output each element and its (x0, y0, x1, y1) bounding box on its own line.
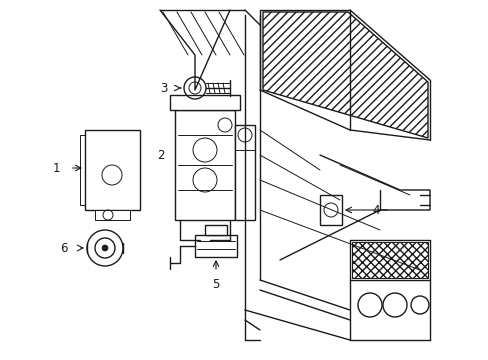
Bar (204, 225, 226, 235)
Bar (195, 235, 237, 257)
Text: 4: 4 (372, 203, 379, 216)
Text: 3: 3 (160, 81, 168, 95)
Bar (175, 110, 235, 220)
Bar (170, 95, 240, 110)
Text: 5: 5 (212, 278, 219, 291)
Text: 2: 2 (157, 149, 164, 162)
Text: 6: 6 (61, 242, 68, 255)
Polygon shape (263, 12, 427, 138)
Circle shape (87, 230, 123, 266)
Polygon shape (351, 242, 427, 278)
Bar (319, 195, 341, 225)
Circle shape (102, 245, 108, 251)
Text: 1: 1 (52, 162, 60, 175)
Bar (235, 125, 254, 220)
Bar (95, 210, 130, 220)
Bar (85, 130, 140, 210)
